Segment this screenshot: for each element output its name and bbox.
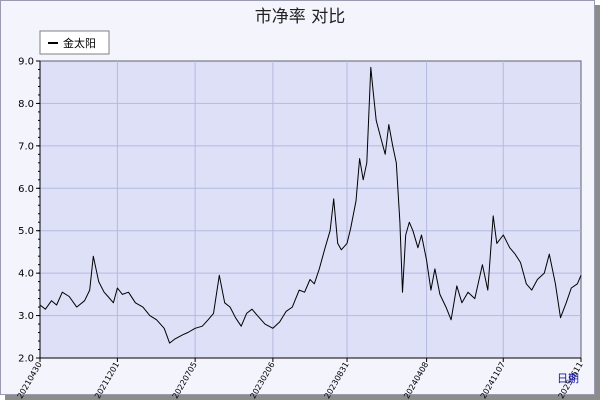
grid-lines [40,61,581,358]
y-tick-label: 4.0 [18,269,34,280]
y-tick-label: 6.0 [18,184,34,195]
x-axis: 20210430 20211201 20220705 20230206 20230831… [16,357,585,400]
x-tick-label: 20210430 [16,361,44,400]
y-tick-label: 7.0 [18,141,34,152]
x-tick-label: 20241107 [479,360,507,400]
y-tick-label: 5.0 [18,226,34,237]
legend: 金太阳 [39,30,110,55]
legend-box [39,30,110,55]
y-tick-label: 9.0 [18,57,34,68]
y-axis: 2.0 3.0 4.0 5.0 6.0 7.0 8.0 9.0 [18,57,41,365]
x-tick-label: 20230831 [323,361,351,400]
x-tick-label: 20220705 [171,361,199,400]
plot-area [39,60,582,359]
frame-shadow-bottom [5,395,600,400]
x-tick-label: 20230206 [248,361,276,400]
legend-entry: 金太阳 [63,36,96,50]
series-line-0 [39,66,582,344]
chart-title: 市净率 对比 [255,7,345,27]
y-tick-label: 2.0 [18,354,34,365]
x-tick-label: 20211201 [93,361,121,400]
y-tick-label: 3.0 [18,311,34,322]
x-tick-label: 20240408 [402,361,430,400]
frame-shadow-right [595,5,600,400]
y-tick-label: 8.0 [18,99,34,110]
series-layer [39,66,582,344]
x-axis-label: 日期 [557,372,579,385]
